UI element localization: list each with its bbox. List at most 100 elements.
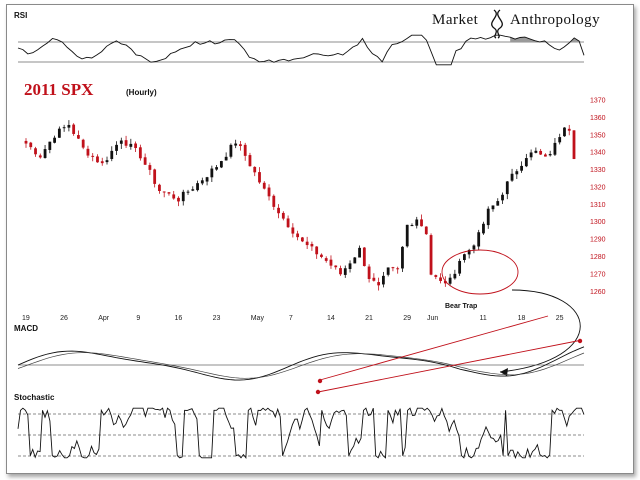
chart-title: 2011 SPX <box>24 80 94 99</box>
candle-body <box>143 157 147 165</box>
candle-body <box>105 160 109 163</box>
y-tick-label: 1260 <box>590 289 606 296</box>
candle-body <box>443 280 447 284</box>
candle-body <box>548 154 552 156</box>
candle-body <box>191 189 195 191</box>
candle-body <box>200 180 204 184</box>
candle-body <box>286 218 290 228</box>
candle-body <box>467 249 471 255</box>
x-tick-label: 7 <box>289 315 293 322</box>
y-tick-label: 1370 <box>590 98 606 105</box>
candle-body <box>343 268 347 275</box>
y-tick-label: 1280 <box>590 254 606 261</box>
dna-icon <box>491 9 503 39</box>
candle-body <box>34 148 37 155</box>
y-tick-label: 1300 <box>590 219 606 226</box>
macd-lower-trendline <box>317 339 583 393</box>
x-tick-label: 9 <box>136 315 140 322</box>
candle-body <box>291 227 295 234</box>
candle-body <box>329 259 333 266</box>
y-tick-label: 1340 <box>590 150 606 157</box>
candle-body <box>38 155 42 158</box>
candle-body <box>229 144 233 157</box>
candle-body <box>563 127 566 137</box>
candle-body <box>305 241 309 246</box>
y-tick-label: 1350 <box>590 132 606 139</box>
x-tick-label: 23 <box>213 315 221 322</box>
x-tick-label: 14 <box>327 315 335 322</box>
candle-body <box>162 191 166 193</box>
candle-body <box>181 191 185 202</box>
candle-body <box>320 254 323 257</box>
candle-body <box>453 273 457 279</box>
candle-body <box>567 128 571 131</box>
candle-body <box>358 247 361 258</box>
candle-body <box>439 277 442 281</box>
candle-body <box>410 225 414 227</box>
candle-body <box>558 137 562 143</box>
candle-body <box>210 168 214 178</box>
candle-body <box>119 140 123 144</box>
candle-body <box>277 207 280 214</box>
candle-body <box>158 184 161 191</box>
candle-body <box>496 201 500 206</box>
candle-body <box>110 150 114 159</box>
candle-body <box>115 144 118 151</box>
x-tick-label: 19 <box>22 315 30 322</box>
candle-body <box>248 155 252 167</box>
price-axis: 1370 1360 1350 1340 1330 1320 1310 1300 1290 1280… <box>590 98 606 296</box>
x-tick-label: Jun <box>427 315 438 322</box>
candle-body <box>91 155 95 157</box>
y-tick-label: 1320 <box>590 184 606 191</box>
candle-body <box>300 237 304 242</box>
candle-body <box>463 254 466 261</box>
macd-upper-trendline <box>319 315 549 381</box>
candle-body <box>501 194 504 201</box>
candle-body <box>386 267 390 275</box>
candle-body <box>415 219 419 226</box>
candle-body <box>520 165 523 171</box>
candle-body <box>134 143 137 149</box>
candle-body <box>420 219 423 227</box>
candle-body <box>348 263 352 269</box>
candle-body <box>324 258 328 261</box>
x-tick-label: 21 <box>365 315 373 322</box>
candle-body <box>67 124 71 128</box>
candle-body <box>510 173 514 181</box>
y-tick-label: 1290 <box>590 237 606 244</box>
candle-body <box>243 144 247 156</box>
candle-body <box>100 161 104 164</box>
candle-body <box>534 150 538 153</box>
candle-body <box>48 141 52 150</box>
x-tick-label: 11 <box>479 315 486 322</box>
rsi-line <box>17 34 585 66</box>
candle-body <box>429 235 433 275</box>
candle-body <box>153 169 157 184</box>
candle-body <box>253 166 257 173</box>
bear-trap-circle <box>441 249 519 295</box>
candle-body <box>310 243 314 247</box>
candle-body <box>129 143 133 147</box>
candle-body <box>339 268 342 275</box>
x-tick-label: 16 <box>174 315 182 322</box>
candle-body <box>281 212 285 219</box>
candle-body <box>491 205 495 210</box>
macd-signal-line <box>17 352 585 379</box>
candle-body <box>515 171 519 175</box>
candle-body <box>267 187 271 197</box>
candle-body <box>215 167 219 170</box>
candle-body <box>353 257 357 264</box>
trendline-point <box>577 338 583 344</box>
brand-right-text: Anthropology <box>510 12 600 28</box>
candle-body <box>477 232 481 247</box>
candle-body <box>296 233 300 238</box>
x-tick-label: Apr <box>98 315 110 322</box>
rsi-overbought-fill <box>510 37 584 42</box>
candle-body <box>234 143 238 146</box>
date-axis: 19 26 Apr 9 16 23 May 7 14 21 29 Jun 11 18 25 <box>22 315 564 322</box>
candle-body <box>43 149 47 158</box>
candle-body <box>124 140 128 146</box>
x-tick-label: 18 <box>518 315 526 322</box>
candle-body <box>77 135 80 139</box>
